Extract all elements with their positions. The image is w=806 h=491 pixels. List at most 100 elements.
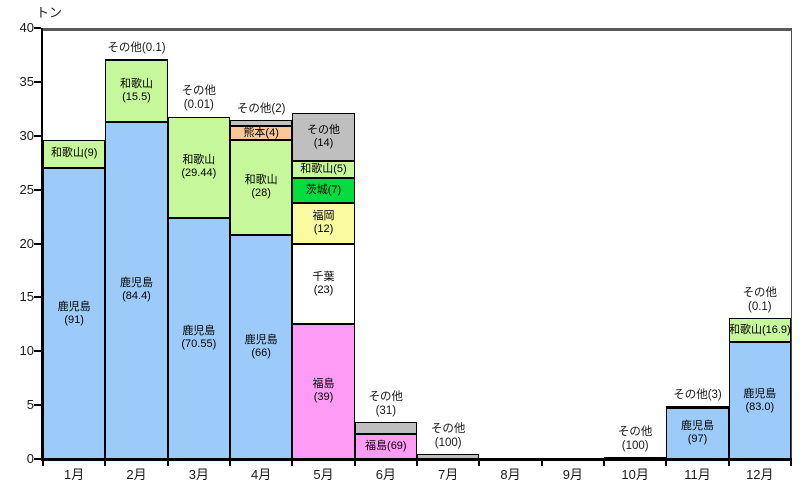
bar-segment-label: 和歌山(5) bbox=[300, 163, 347, 176]
bar-segment-label: (97) bbox=[687, 433, 708, 446]
y-axis-line bbox=[41, 28, 43, 461]
x-tick-mark bbox=[416, 461, 418, 466]
y-tick-mark bbox=[34, 27, 41, 29]
x-tick-mark bbox=[790, 461, 792, 466]
bar-segment-fukushima: 福島 (39) bbox=[292, 323, 355, 459]
y-tick-mark bbox=[34, 350, 41, 353]
bar-annotation-sonota: その他 (31) bbox=[355, 390, 417, 418]
x-tick-mark bbox=[665, 461, 668, 466]
bar-segment-label: 鹿児島 bbox=[182, 325, 216, 338]
bar-segment-sonota bbox=[666, 406, 729, 409]
bar-segment-label: (83.0) bbox=[745, 400, 775, 413]
bar-annotation-line: その他(3) bbox=[673, 389, 722, 402]
x-tick-label: 10月 bbox=[621, 467, 649, 482]
y-axis-unit-label: トン bbox=[36, 5, 63, 20]
bar-segment-label: 鹿児島 bbox=[57, 300, 91, 313]
x-tick-label: 11月 bbox=[684, 467, 711, 482]
bar-segment-sonota bbox=[417, 454, 480, 459]
bar-segment-kagoshima: 鹿児島 (91) bbox=[43, 168, 106, 459]
bar-segment-sonota bbox=[604, 457, 667, 460]
x-tick-label: 5月 bbox=[313, 467, 334, 482]
bar-segment-chiba: 千葉 (23) bbox=[292, 244, 355, 324]
bar-segment-label: 福島(69) bbox=[365, 439, 407, 452]
bar-segment-label: (91) bbox=[64, 313, 84, 326]
bar-segment-kagoshima: 鹿児島 (84.4) bbox=[105, 121, 168, 459]
bar-annotation-line: その他 bbox=[430, 423, 466, 436]
y-tick-mark bbox=[34, 134, 41, 137]
y-tick-label: 30 bbox=[19, 127, 34, 143]
bar-segment-wakayama: 和歌山 (29.44) bbox=[167, 116, 230, 218]
bar-segment-label: 鹿児島 bbox=[680, 420, 714, 433]
bar-segment-kagoshima: 鹿児島 (66) bbox=[230, 234, 293, 459]
bar-annotation-line: (100) bbox=[621, 440, 649, 453]
bar-segment-label: 和歌山 bbox=[182, 154, 216, 167]
x-tick-label: 1月 bbox=[64, 467, 85, 482]
bar-annotation-line: その他 bbox=[368, 391, 404, 404]
plot-top-border bbox=[43, 28, 792, 31]
bar-annotation-sonota: その他 (100) bbox=[417, 422, 479, 450]
bar-segment-label: (15.5) bbox=[122, 90, 151, 103]
x-tick-mark bbox=[104, 461, 107, 466]
bar-segment-label: 鹿児島 bbox=[743, 387, 777, 400]
x-tick-mark bbox=[540, 461, 543, 466]
bar-segment-label: (28) bbox=[251, 187, 271, 200]
bar-segment-sonota bbox=[354, 422, 417, 434]
bar-segment-label: 鹿児島 bbox=[119, 277, 153, 290]
y-tick-label: 20 bbox=[19, 235, 34, 251]
bar-segment-label: (14) bbox=[313, 136, 334, 149]
bar-segment-kagoshima: 鹿児島 (97) bbox=[666, 407, 729, 459]
bar-segment-label: (70.55) bbox=[181, 338, 217, 351]
bar-annotation-sonota: その他(2) bbox=[230, 102, 292, 116]
bar-annotation-line: (0.1) bbox=[747, 300, 772, 313]
bar-annotation-line: その他 bbox=[742, 286, 778, 299]
bar-segment-label: 和歌山(9) bbox=[50, 147, 98, 160]
bar-annotation-line: (0.01) bbox=[183, 99, 214, 112]
y-tick-label: 0 bbox=[26, 451, 34, 466]
bar-segment-label: (84.4) bbox=[122, 290, 151, 303]
bar-annotation-line: その他 bbox=[617, 426, 653, 439]
x-tick-label: 12月 bbox=[746, 467, 774, 482]
bar-annotation-sonota: その他 (0.01) bbox=[168, 84, 230, 112]
y-tick-label: 35 bbox=[19, 73, 34, 89]
bar-segment-wakayama: 和歌山(5) bbox=[292, 161, 355, 179]
bar-segment-label: (23) bbox=[313, 283, 334, 296]
bar-annotation-sonota: その他 (100) bbox=[604, 425, 666, 453]
bar-segment-label: その他 bbox=[306, 123, 340, 136]
y-tick-mark bbox=[34, 80, 41, 83]
bar-segment-label: 茨城(7) bbox=[305, 183, 342, 196]
bar-segment-fukuoka: 福岡 (12) bbox=[292, 202, 355, 245]
bar-segment-label: 福岡 bbox=[312, 210, 335, 223]
x-tick-label: 9月 bbox=[562, 467, 583, 482]
bar-segment-wakayama: 和歌山 (15.5) bbox=[105, 59, 168, 122]
x-tick-mark bbox=[727, 461, 730, 466]
bar-annotation-sonota: その他(3) bbox=[666, 388, 728, 402]
bar-segment-kumamoto: 熊本(4) bbox=[230, 126, 293, 141]
y-tick-mark bbox=[34, 404, 41, 407]
x-tick-label: 8月 bbox=[500, 467, 521, 482]
bar-segment-kagoshima: 鹿児島 (83.0) bbox=[728, 342, 791, 459]
bar-segment-label: 福島 bbox=[312, 378, 335, 391]
bar-segment-sonota bbox=[105, 59, 168, 62]
x-axis-line bbox=[41, 458, 792, 461]
bar-segment-label: 和歌山 bbox=[119, 77, 153, 90]
bar-annotation-sonota: その他(0.1) bbox=[729, 286, 791, 314]
bar-segment-label: 熊本(4) bbox=[243, 126, 279, 139]
x-tick-mark bbox=[478, 461, 481, 466]
bar-segment-label: (39) bbox=[313, 391, 334, 404]
x-tick-mark bbox=[229, 461, 231, 466]
x-tick-mark bbox=[291, 461, 294, 466]
y-tick-mark bbox=[34, 296, 41, 299]
x-tick-label: 6月 bbox=[375, 467, 396, 482]
bar-annotation-line: (100) bbox=[434, 437, 462, 450]
y-tick-mark bbox=[34, 458, 41, 460]
bar-annotation-sonota: その他(0.1) bbox=[105, 41, 167, 55]
bar-segment-label: (29.44) bbox=[181, 167, 217, 180]
bar-segment-kagoshima: 鹿児島 (70.55) bbox=[167, 217, 230, 459]
x-tick-mark bbox=[353, 461, 356, 466]
bar-segment-ibaraki: 茨城(7) bbox=[292, 178, 355, 203]
plot-right-border bbox=[791, 28, 792, 459]
x-tick-label: 4月 bbox=[251, 467, 272, 482]
bar-segment-label: 千葉 bbox=[312, 270, 335, 283]
x-tick-mark bbox=[166, 461, 169, 466]
